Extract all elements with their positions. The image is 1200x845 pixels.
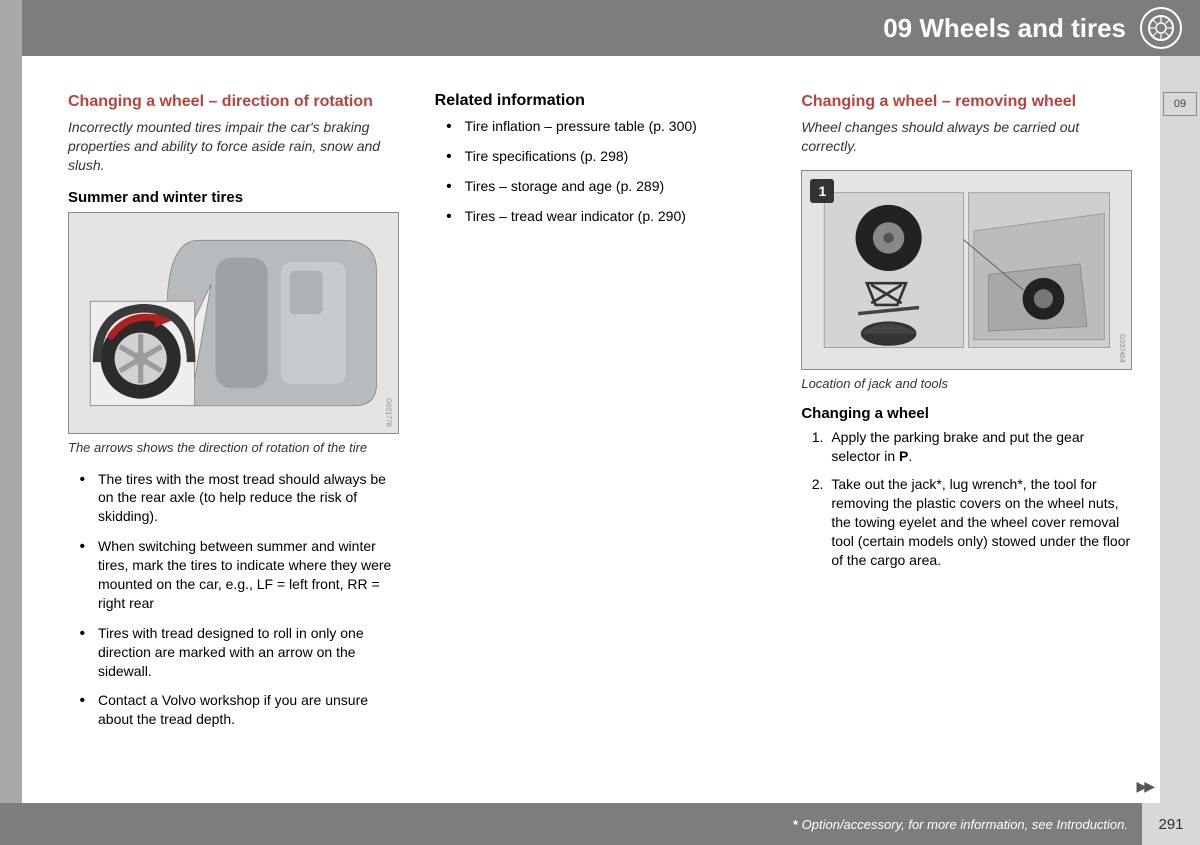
chapter-number: 09 [883, 13, 912, 43]
column-3: Changing a wheel – removing wheel Wheel … [801, 92, 1132, 793]
right-margin-strip: 09 [1160, 56, 1200, 816]
col3-intro: Wheel changes should always be carried o… [801, 118, 1132, 156]
figure-step-badge: 1 [810, 179, 834, 203]
chapter-side-tab: 09 [1163, 92, 1197, 116]
continue-arrows-icon: ▶▶ [1136, 778, 1152, 795]
col1-intro: Incorrectly mounted tires impair the car… [68, 118, 399, 175]
col3-steps-list: Apply the parking brake and put the gear… [801, 428, 1132, 570]
list-item: Tire inflation – pressure table (p. 300) [461, 116, 766, 136]
list-item: Tires – storage and age (p. 289) [461, 176, 766, 196]
chapter-title-text: Wheels and tires [919, 13, 1126, 43]
page-number: 291 [1142, 803, 1200, 845]
col1-heading: Changing a wheel – direction of rotation [68, 92, 399, 112]
col1-bullet-list: The tires with the most tread should alw… [68, 469, 399, 730]
col3-subheading: Changing a wheel [801, 405, 1132, 422]
page-content: Changing a wheel – direction of rotation… [22, 56, 1160, 803]
list-item: Tires – tread wear indicator (p. 290) [461, 206, 766, 226]
figure-caption-2: Location of jack and tools [801, 376, 1132, 393]
column-2: Related information Tire inflation – pre… [435, 92, 766, 793]
figure-code-2: G037464 [1118, 334, 1125, 363]
col3-heading: Changing a wheel – removing wheel [801, 92, 1132, 112]
chapter-title: 09 Wheels and tires [883, 13, 1126, 44]
figure-jack-tools: 1 G037464 [801, 170, 1132, 370]
list-item: The tires with the most tread should alw… [94, 469, 399, 527]
figure-caption-1: The arrows shows the direction of rotati… [68, 440, 399, 457]
footnote-text: Option/accessory, for more information, … [798, 817, 1128, 832]
list-item: When switching between summer and winter… [94, 536, 399, 613]
list-item: Apply the parking brake and put the gear… [827, 428, 1132, 466]
column-1: Changing a wheel – direction of rotation… [68, 92, 399, 793]
list-item: Take out the jack*, lug wrench*, the too… [827, 475, 1132, 569]
list-item: Tire specifications (p. 298) [461, 146, 766, 166]
list-item: Tires with tread designed to roll in onl… [94, 623, 399, 681]
col2-bullet-list: Tire inflation – pressure table (p. 300)… [435, 116, 766, 226]
list-item: Contact a Volvo workshop if you are unsu… [94, 690, 399, 729]
figure-tire-rotation: G021778 [68, 212, 399, 434]
col1-subheading: Summer and winter tires [68, 189, 399, 206]
figure-code-1: G021778 [385, 398, 392, 427]
footer-note: * Option/accessory, for more information… [793, 817, 1128, 832]
tire-icon [1140, 7, 1182, 49]
left-margin-strip [0, 0, 22, 845]
chapter-header-bar: 09 Wheels and tires [0, 0, 1200, 56]
col2-heading: Related information [435, 92, 766, 110]
page-footer-bar: * Option/accessory, for more information… [0, 803, 1200, 845]
